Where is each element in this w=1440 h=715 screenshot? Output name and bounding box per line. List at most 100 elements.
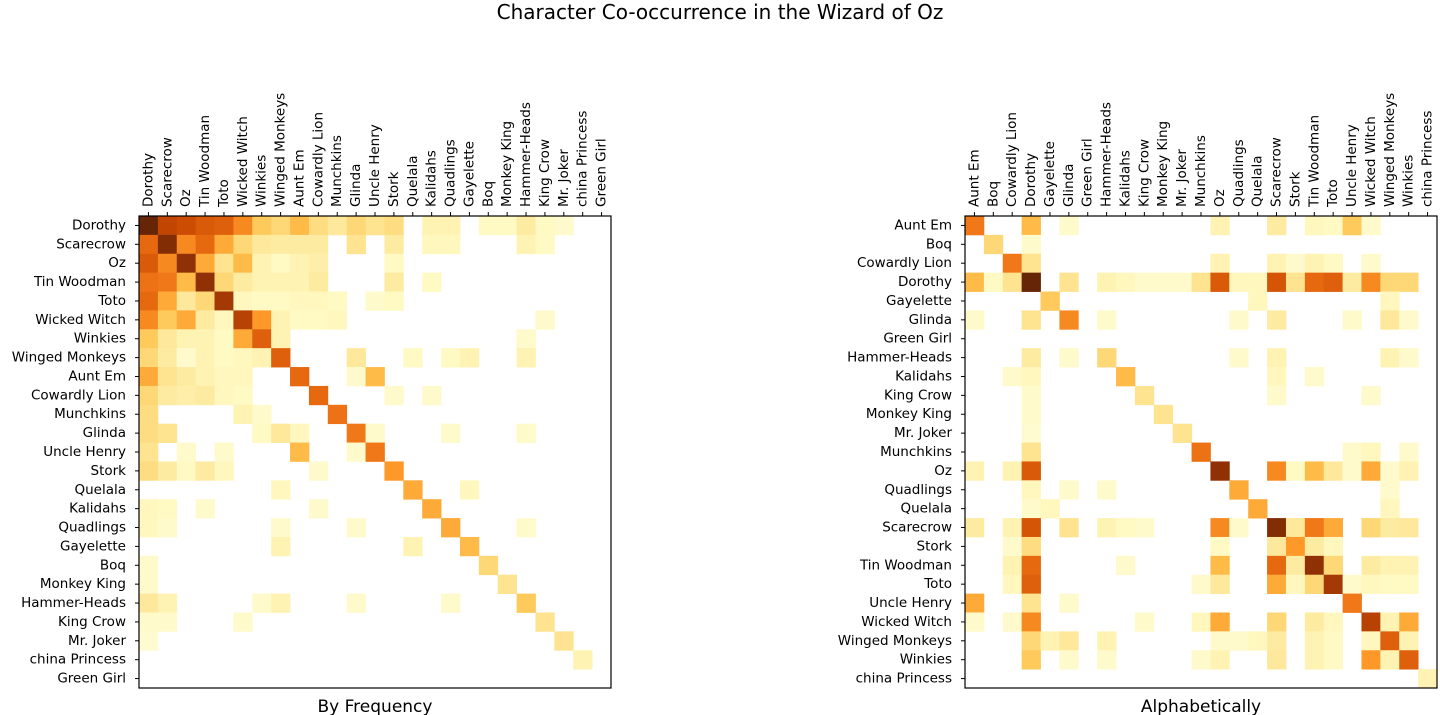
- heatmap-cell: [1210, 216, 1230, 236]
- y-tick-label: Kalidahs: [69, 501, 126, 517]
- heatmap-cell: [1342, 574, 1362, 594]
- x-tick-label: Monkey King: [499, 121, 515, 207]
- heatmap-cell: [1021, 536, 1041, 557]
- heatmap-cell: [139, 555, 159, 576]
- heatmap-cell: [252, 234, 272, 255]
- heatmap-cell: [1210, 574, 1230, 594]
- x-tick-label: Boq: [985, 181, 1001, 207]
- heatmap-cell: [139, 329, 159, 349]
- heatmap-cell: [441, 216, 461, 236]
- heatmap-cell: [176, 329, 197, 349]
- heatmap-cell: [139, 216, 159, 236]
- heatmap-cell: [157, 234, 178, 255]
- x-tick-label: Dorothy: [1023, 153, 1039, 207]
- x-tick-label: Uncle Henry: [1344, 124, 1360, 207]
- heatmap-cell: [1002, 555, 1023, 576]
- x-tick-label: Boq: [480, 181, 496, 207]
- heatmap-cell: [1002, 518, 1023, 538]
- heatmap-cell: [965, 518, 985, 538]
- heatmap-cell: [1304, 574, 1325, 594]
- x-tick-label: Wicked Witch: [1363, 116, 1379, 207]
- heatmap-cell: [308, 310, 329, 330]
- x-tick-label: Oz: [1212, 189, 1228, 207]
- y-tick-label: Munchkins: [54, 406, 126, 422]
- heatmap-cell: [1021, 423, 1041, 443]
- heatmap-cell: [1021, 234, 1041, 255]
- heatmap-cell: [1323, 216, 1343, 236]
- heatmap-cell: [1267, 574, 1287, 594]
- y-tick-label: Green Girl: [57, 671, 126, 687]
- heatmap-cell: [1267, 461, 1287, 481]
- figure-title: Character Co-occurrence in the Wizard of…: [496, 0, 944, 24]
- heatmap-cell: [139, 234, 159, 255]
- y-tick-label: Tin Woodman: [859, 557, 952, 573]
- heatmap-cell: [176, 253, 197, 274]
- heatmap-cell: [271, 253, 291, 274]
- heatmap-cell: [1285, 518, 1306, 538]
- heatmap-cell: [290, 423, 310, 443]
- heatmap-cell: [1418, 669, 1438, 689]
- heatmap-cell: [157, 612, 178, 632]
- heatmap-cell: [139, 348, 159, 368]
- heatmap-cell: [195, 385, 215, 406]
- heatmap-cell: [1399, 348, 1419, 368]
- heatmap-cell: [1323, 461, 1343, 481]
- heatmap-cell: [214, 385, 234, 406]
- heatmap-cell: [139, 404, 159, 425]
- heatmap-cell: [252, 423, 272, 443]
- heatmap-cell: [139, 499, 159, 519]
- heatmap-cell: [1361, 461, 1381, 481]
- heatmap-cell: [176, 367, 197, 387]
- heatmap-cell: [384, 234, 404, 255]
- heatmap-cell: [1361, 650, 1381, 670]
- heatmap-cell: [1342, 216, 1362, 236]
- heatmap-cell: [1040, 499, 1060, 519]
- heatmap-cell: [1134, 612, 1155, 632]
- heatmap-cell: [271, 423, 291, 443]
- heatmap-cell: [214, 291, 234, 311]
- heatmap-cell: [459, 348, 480, 368]
- heatmap-cell: [252, 272, 272, 292]
- heatmap-cell: [1229, 480, 1249, 500]
- heatmap-cell: [1134, 272, 1155, 292]
- heatmap-cell: [139, 631, 159, 651]
- heatmap-cell: [1097, 310, 1117, 330]
- heatmap-cell: [1361, 385, 1381, 406]
- heatmap-cell: [327, 216, 348, 236]
- y-tick-label: Stork: [91, 463, 127, 479]
- heatmap-cell: [308, 234, 329, 255]
- heatmap-cell: [535, 310, 555, 330]
- y-tick-label: Wicked Witch: [35, 312, 126, 328]
- heatmap-cell: [365, 423, 385, 443]
- heatmap-cell: [1059, 480, 1079, 500]
- heatmap-cell: [1323, 272, 1343, 292]
- heatmap-cell: [965, 612, 985, 632]
- heatmap-cell: [365, 291, 385, 311]
- heatmap-cell: [1002, 461, 1023, 481]
- heatmap-cell: [1361, 253, 1381, 274]
- heatmap-cell: [497, 216, 517, 236]
- heatmap-cell: [1399, 518, 1419, 538]
- heatmap-cell: [441, 348, 461, 368]
- heatmap-cell: [1361, 216, 1381, 236]
- heatmap-cell: [1361, 631, 1381, 651]
- heatmap-cell: [1040, 291, 1060, 311]
- heatmap-cell: [965, 310, 985, 330]
- y-tick-label: Scarecrow: [882, 520, 952, 536]
- heatmap-cell: [1361, 518, 1381, 538]
- heatmap-cell: [271, 216, 291, 236]
- heatmap-cell: [1021, 574, 1041, 594]
- heatmap-cell: [233, 404, 253, 425]
- heatmap-cell: [1021, 385, 1041, 406]
- heatmap-cell: [1153, 272, 1174, 292]
- x-tick-label: Oz: [178, 189, 194, 207]
- x-tick-label: Kalidahs: [424, 150, 440, 207]
- heatmap-cell: [1323, 631, 1343, 651]
- heatmap-cell: [1342, 442, 1362, 462]
- heatmap-cell: [554, 216, 574, 236]
- heatmap-cell: [1361, 272, 1381, 292]
- heatmap-cell: [1285, 536, 1306, 557]
- heatmap-cell: [214, 272, 234, 292]
- heatmap-cell: [1116, 367, 1136, 387]
